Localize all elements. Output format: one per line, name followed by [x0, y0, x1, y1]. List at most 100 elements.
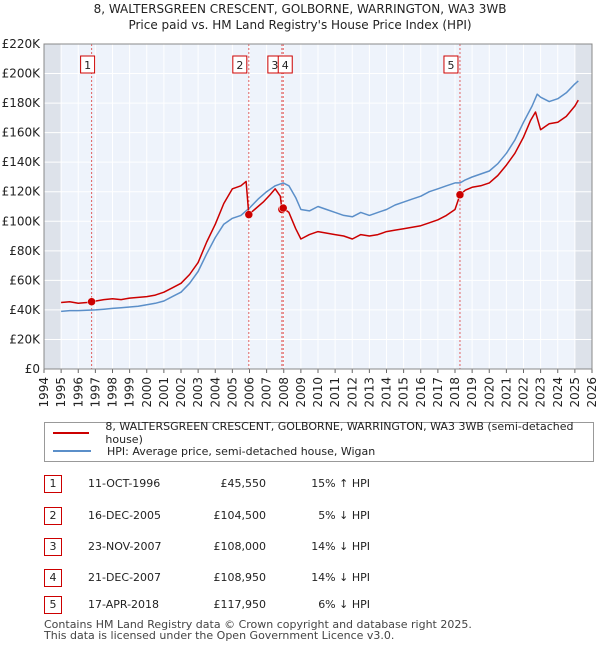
chart-subtitle: Price paid vs. HM Land Registry's House … — [128, 18, 471, 32]
y-tick-label: £80K — [9, 244, 41, 258]
row-number: 1 — [44, 475, 62, 493]
sale-marker-4: 4 — [277, 55, 293, 74]
y-tick-label: £220K — [2, 37, 42, 51]
row-price: £104,500 — [213, 509, 267, 522]
legend-item-hpi: HPI: Average price, semi-detached house,… — [45, 442, 375, 460]
row-date: 23-NOV-2007 — [88, 540, 162, 553]
y-tick-label: £20K — [9, 332, 41, 346]
y-tick-label: £120K — [2, 185, 42, 199]
sale-marker-label: 2 — [236, 59, 243, 72]
shaded-region — [574, 44, 592, 369]
row-date: 17-APR-2018 — [88, 598, 160, 611]
sale-marker-label: 5 — [447, 59, 454, 72]
row-date: 11-OCT-1996 — [88, 477, 161, 490]
sale-marker-5: 5 — [443, 55, 459, 74]
x-tick-label: 1994 — [37, 377, 51, 408]
row-price: £117,950 — [213, 598, 267, 611]
row-number: 5 — [44, 596, 62, 614]
sale-marker-1: 1 — [80, 55, 96, 74]
sale-marker-box — [277, 55, 293, 74]
x-tick-label: 2005 — [225, 377, 239, 408]
x-tick-label: 2013 — [362, 377, 376, 408]
x-tick-label: 2001 — [157, 377, 171, 408]
x-tick-label: 2016 — [414, 377, 428, 408]
x-tick-label: 2024 — [551, 377, 565, 408]
sale-point — [455, 190, 465, 200]
legend-label-property: 8, WALTERSGREEN CRESCENT, GOLBORNE, WARR… — [105, 420, 574, 446]
x-tick-label: 2010 — [311, 377, 325, 408]
row-hpi: 5% ↓ HPI — [318, 509, 370, 522]
x-tick-label: 2000 — [140, 377, 154, 408]
legend-item-property: 8, WALTERSGREEN CRESCENT, GOLBORNE, WARR… — [45, 420, 593, 446]
x-tick-label: 1998 — [106, 377, 120, 408]
sale-marker-box — [443, 55, 459, 74]
x-tick-label: 2026 — [585, 377, 599, 408]
shaded-region — [44, 44, 62, 369]
x-tick-label: 1999 — [123, 377, 137, 408]
x-tick-label: 2007 — [260, 377, 274, 408]
y-tick-label: £40K — [9, 303, 41, 317]
row-price: £108,950 — [213, 571, 267, 584]
y-tick-label: £160K — [2, 126, 42, 140]
y-tick-label: £100K — [2, 214, 42, 228]
table-row: 3 23-NOV-2007 £108,000 14% ↓ HPI — [0, 538, 600, 558]
y-tick-label: £200K — [2, 67, 42, 81]
row-number: 2 — [44, 507, 62, 525]
x-tick-label: 2023 — [534, 377, 548, 408]
x-tick-label: 2012 — [345, 377, 359, 408]
row-number: 4 — [44, 569, 62, 587]
sale-marker-label: 3 — [271, 59, 278, 72]
plot-border — [43, 43, 593, 370]
x-tick-label: 2002 — [174, 377, 188, 408]
table-row: 4 21-DEC-2007 £108,950 14% ↓ HPI — [0, 569, 600, 589]
row-hpi: 14% ↓ HPI — [311, 540, 370, 553]
x-tick-label: 2003 — [191, 377, 205, 408]
x-tick-label: 2025 — [568, 377, 582, 408]
x-tick-label: 2020 — [482, 377, 496, 408]
x-tick-label: 1997 — [88, 377, 102, 408]
x-tick-label: 2021 — [499, 377, 513, 408]
sale-marker-label: 4 — [282, 59, 289, 72]
row-number: 3 — [44, 538, 62, 556]
footer-copyright: Contains HM Land Registry data © Crown c… — [44, 618, 472, 631]
row-price: £108,000 — [213, 540, 267, 553]
x-tick-label: 2015 — [397, 377, 411, 408]
x-tick-label: 2006 — [243, 377, 257, 408]
row-date: 21-DEC-2007 — [88, 571, 162, 584]
x-tick-label: 2009 — [294, 377, 308, 408]
table-row: 1 11-OCT-1996 £45,550 15% ↑ HPI — [0, 475, 600, 495]
table-row: 5 17-APR-2018 £117,950 6% ↓ HPI — [0, 596, 600, 616]
series-line-hpi — [61, 80, 579, 313]
sale-marker-label: 1 — [84, 59, 91, 72]
legend: 8, WALTERSGREEN CRESCENT, GOLBORNE, WARR… — [44, 420, 594, 462]
x-tick-label: 2019 — [465, 377, 479, 408]
legend-label-hpi: HPI: Average price, semi-detached house,… — [107, 444, 376, 458]
x-tick-label: 2018 — [448, 377, 462, 408]
sale-point — [244, 210, 254, 219]
row-date: 16-DEC-2005 — [88, 509, 162, 522]
row-hpi: 14% ↓ HPI — [311, 571, 370, 584]
x-tick-label: 2004 — [208, 377, 222, 408]
x-tick-label: 2017 — [431, 377, 445, 408]
sale-marker-box — [80, 55, 96, 74]
x-tick-label: 2011 — [328, 377, 342, 408]
x-tick-label: 2008 — [277, 377, 291, 408]
x-tick-label: 1996 — [71, 377, 85, 408]
sale-marker-2: 2 — [232, 55, 248, 74]
footer-license: This data is licensed under the Open Gov… — [44, 629, 395, 642]
table-row: 2 16-DEC-2005 £104,500 5% ↓ HPI — [0, 507, 600, 527]
footer: Contains HM Land Registry data © Crown c… — [44, 619, 472, 641]
row-hpi: 6% ↓ HPI — [318, 598, 370, 611]
y-tick-label: £60K — [9, 273, 41, 287]
y-tick-label: £140K — [2, 155, 42, 169]
x-tick-label: 2022 — [517, 377, 531, 408]
y-tick-label: £180K — [2, 96, 42, 110]
y-tick-label: £0 — [25, 362, 40, 376]
chart-title: 8, WALTERSGREEN CRESCENT, GOLBORNE, WARR… — [94, 2, 507, 16]
row-hpi: 15% ↑ HPI — [311, 477, 370, 490]
x-tick-label: 2014 — [380, 377, 394, 408]
legend-swatch-property — [53, 432, 90, 434]
series-line-property — [61, 99, 579, 305]
row-price: £45,550 — [220, 477, 267, 490]
